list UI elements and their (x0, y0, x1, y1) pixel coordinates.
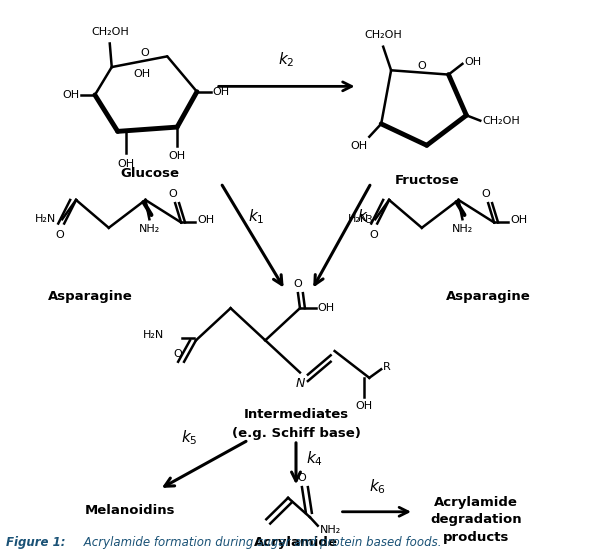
Text: H₂N: H₂N (143, 330, 164, 340)
Text: OH: OH (133, 68, 150, 78)
Text: CH₂OH: CH₂OH (482, 115, 520, 125)
Text: O: O (140, 48, 149, 58)
Text: Fructose: Fructose (394, 174, 459, 187)
Text: O: O (173, 349, 182, 359)
Text: Figure 1:: Figure 1: (6, 537, 66, 549)
Text: OH: OH (169, 150, 186, 160)
Text: N: N (295, 377, 305, 390)
Text: R: R (383, 362, 391, 372)
Text: O: O (294, 279, 303, 289)
Text: OH: OH (350, 141, 367, 151)
Text: Acrylamide: Acrylamide (254, 537, 338, 549)
Text: Intermediates: Intermediates (243, 408, 349, 421)
Text: $k_6$: $k_6$ (369, 477, 386, 496)
Text: CH₂OH: CH₂OH (364, 31, 402, 41)
Text: H₂N: H₂N (348, 214, 369, 224)
Text: OH: OH (464, 57, 481, 67)
Text: OH: OH (62, 90, 79, 100)
Text: NH₂: NH₂ (452, 224, 473, 234)
Text: $k_2$: $k_2$ (278, 51, 294, 69)
Text: NH₂: NH₂ (320, 525, 341, 535)
Text: Acrylamide formation during sugar and protein based foods.: Acrylamide formation during sugar and pr… (80, 537, 442, 549)
Text: degradation: degradation (430, 513, 522, 526)
Text: CH₂OH: CH₂OH (91, 27, 128, 37)
Text: OH: OH (117, 159, 134, 169)
Text: OH: OH (510, 215, 527, 225)
Text: Asparagine: Asparagine (47, 290, 133, 303)
Text: O: O (417, 61, 426, 71)
Text: O: O (169, 189, 178, 199)
Text: Asparagine: Asparagine (446, 290, 530, 303)
Text: OH: OH (213, 87, 230, 97)
Text: $k_3$: $k_3$ (358, 208, 374, 226)
Text: O: O (56, 230, 65, 240)
Text: H₂N: H₂N (34, 214, 56, 224)
Text: O: O (482, 189, 491, 199)
Text: OH: OH (318, 303, 335, 313)
Text: OH: OH (197, 215, 214, 225)
Text: Glucose: Glucose (120, 166, 179, 180)
Text: products: products (443, 531, 510, 544)
Text: O: O (369, 230, 378, 240)
Text: NH₂: NH₂ (139, 224, 160, 234)
Text: $k_1$: $k_1$ (249, 208, 265, 226)
Text: $k_4$: $k_4$ (306, 449, 323, 467)
Text: O: O (298, 473, 306, 483)
Text: OH: OH (356, 401, 373, 411)
Text: Melanoidins: Melanoidins (84, 504, 175, 517)
Text: Acrylamide: Acrylamide (435, 496, 518, 509)
Text: $k_5$: $k_5$ (181, 429, 197, 447)
Text: (e.g. Schiff base): (e.g. Schiff base) (231, 427, 361, 440)
